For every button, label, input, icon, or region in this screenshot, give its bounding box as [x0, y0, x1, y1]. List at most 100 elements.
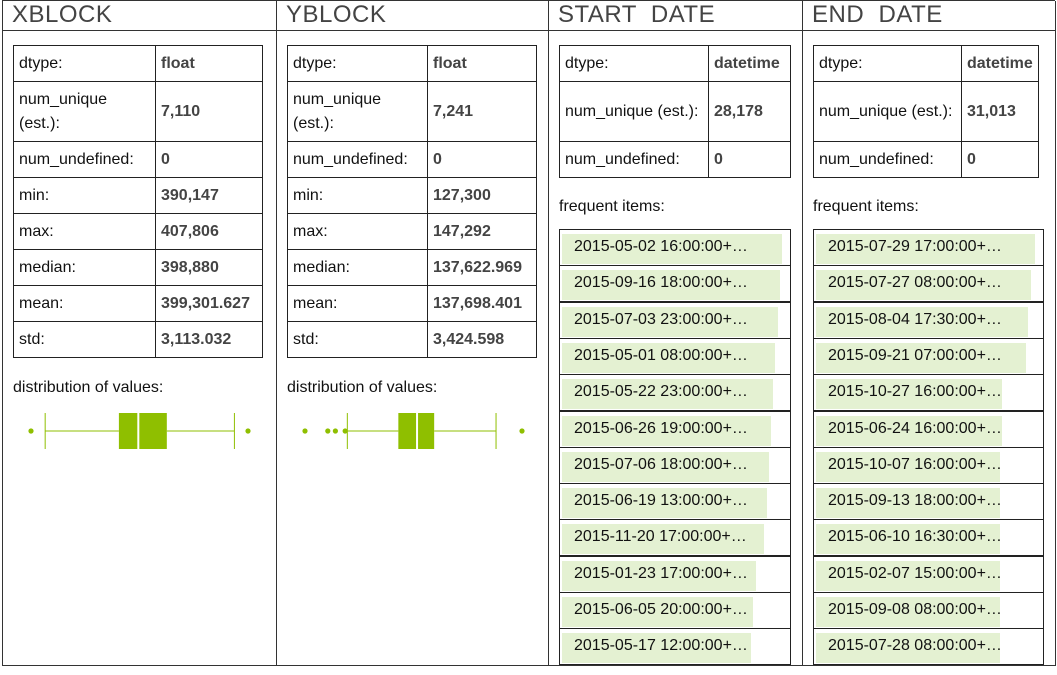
frequent-items-label: frequent items:: [559, 198, 665, 215]
title-divider: [803, 30, 1055, 31]
frequency-bar: [562, 488, 767, 519]
frequent-item: 2015-06-10 16:30:00+…: [813, 519, 1044, 557]
stat-label: mean:: [13, 285, 156, 322]
stat-label: max:: [287, 213, 428, 250]
frequency-bar: [816, 234, 1035, 264]
distribution-label: distribution of values:: [287, 379, 438, 396]
frequent-item-text: 2015-05-01 08:00:00+…: [574, 346, 748, 364]
stats-row: num_unique (est.): 7,110: [13, 81, 263, 142]
frequent-item: 2015-05-22 23:00:00+…: [559, 374, 791, 412]
stat-label: min:: [287, 177, 428, 214]
frequent-item-text: 2015-07-28 08:00:00+…: [828, 637, 1002, 655]
stat-value: 0: [155, 141, 263, 178]
frequent-item: 2015-11-20 17:00:00+…: [559, 519, 791, 557]
frequent-item-text: 2015-05-02 16:00:00+…: [574, 238, 748, 255]
title-divider: [549, 30, 802, 31]
frequent-item-text: 2015-08-04 17:30:00+…: [828, 310, 1002, 328]
frequent-item-text: 2015-01-23 17:00:00+…: [574, 564, 748, 582]
frequent-item: 2015-05-02 16:00:00+…: [559, 229, 791, 266]
stats-row: min: 127,300: [287, 177, 537, 214]
stat-value: 137,698.401: [427, 285, 537, 322]
stats-row: num_undefined: 0: [559, 141, 791, 178]
stat-label: num_undefined:: [287, 141, 428, 178]
stat-value: 398,880: [155, 249, 263, 286]
frequent-item: 2015-09-13 18:00:00+…: [813, 483, 1044, 521]
stats-table: dtype: datetime num_unique (est.): 31,013 nu…: [813, 45, 1039, 178]
frequent-item: 2015-06-26 19:00:00+…: [559, 410, 791, 448]
frequent-item: 2015-06-19 13:00:00+…: [559, 483, 791, 521]
frequency-bar: [562, 270, 780, 301]
outlier-point: [342, 428, 348, 434]
stats-row: max: 407,806: [13, 213, 263, 250]
frequent-item: 2015-02-07 15:00:00+…: [813, 555, 1044, 593]
frequency-bar: [816, 560, 1000, 591]
frequent-item-text: 2015-05-17 12:00:00+…: [574, 637, 748, 655]
frequent-item: 2015-09-08 08:00:00+…: [813, 592, 1044, 629]
stat-value: float: [155, 45, 263, 82]
frequency-bar: [562, 415, 771, 446]
frequency-bar: [816, 488, 1000, 519]
frequency-bar: [562, 524, 765, 555]
stats-row: dtype: datetime: [813, 45, 1039, 82]
stat-value: 399,301.627: [155, 285, 263, 322]
distribution-label: distribution of values:: [13, 379, 164, 396]
title-divider: [3, 30, 276, 31]
stat-label: dtype:: [559, 45, 709, 82]
stat-label: num_unique (est.):: [13, 81, 156, 142]
stats-row: median: 398,880: [13, 249, 263, 286]
stat-value: 407,806: [155, 213, 263, 250]
frequent-item-text: 2015-05-22 23:00:00+…: [574, 383, 748, 401]
stat-label: dtype:: [813, 45, 962, 82]
column-title: END DATE: [812, 1, 943, 28]
stats-row: num_undefined: 0: [13, 141, 263, 178]
stat-value: 390,147: [155, 177, 263, 214]
frequent-item: 2015-08-04 17:30:00+…: [813, 301, 1044, 339]
frequent-item: 2015-06-24 16:00:00+…: [813, 410, 1044, 448]
stats-row: mean: 137,698.401: [287, 285, 537, 322]
frequent-item: 2015-01-23 17:00:00+…: [559, 555, 791, 593]
stat-label: num_undefined:: [559, 141, 709, 178]
stats-row: std: 3,424.598: [287, 321, 537, 358]
frequent-items-label: frequent items:: [813, 198, 919, 215]
stat-label: max:: [13, 213, 156, 250]
stat-value: datetime: [961, 45, 1039, 82]
frequency-bar: [562, 451, 769, 482]
frequent-item: 2015-07-27 08:00:00+…: [813, 265, 1044, 303]
stats-row: std: 3,113.032: [13, 321, 263, 358]
frequent-item-text: 2015-09-21 07:00:00+…: [828, 346, 1002, 364]
outlier-point: [332, 428, 338, 434]
stat-label: median:: [13, 249, 156, 286]
frequency-bar: [816, 451, 1000, 482]
stat-value: 28,178: [708, 81, 791, 142]
frequent-item-text: 2015-06-26 19:00:00+…: [574, 419, 748, 437]
frequency-bar: [816, 342, 1027, 373]
frequency-bar: [816, 415, 1003, 446]
frequent-item: 2015-07-29 17:00:00+…: [813, 229, 1044, 266]
frequent-item-text: 2015-06-05 20:00:00+…: [574, 601, 748, 618]
frequent-item-text: 2015-02-07 15:00:00+…: [828, 564, 1002, 582]
frequent-item: 2015-07-03 23:00:00+…: [559, 301, 791, 339]
frequent-item: 2015-09-16 18:00:00+…: [559, 265, 791, 303]
outlier-point: [325, 428, 331, 434]
stat-value: 0: [708, 141, 791, 178]
stat-value: float: [427, 45, 537, 82]
frequent-item-text: 2015-09-08 08:00:00+…: [828, 601, 1002, 618]
stat-label: dtype:: [13, 45, 156, 82]
stats-row: mean: 399,301.627: [13, 285, 263, 322]
stats-row: num_undefined: 0: [813, 141, 1039, 178]
frequency-bar: [562, 379, 774, 410]
stats-table: dtype: float num_unique (est.): 7,241 num_un…: [287, 45, 537, 358]
stat-label: std:: [13, 321, 156, 358]
stat-label: median:: [287, 249, 428, 286]
boxplot: [28, 413, 251, 449]
stats-row: max: 147,292: [287, 213, 537, 250]
stat-value: 127,300: [427, 177, 537, 214]
frequent-item-text: 2015-06-10 16:30:00+…: [828, 528, 1002, 546]
frequency-bar: [562, 234, 782, 264]
column-title: YBLOCK: [286, 1, 387, 28]
stat-label: dtype:: [287, 45, 428, 82]
column-xblock: XBLOCK dtype: float num_unique (est.): 7,110…: [3, 1, 277, 666]
stats-row: num_undefined: 0: [287, 141, 537, 178]
frequent-item-text: 2015-06-24 16:00:00+…: [828, 419, 1002, 437]
